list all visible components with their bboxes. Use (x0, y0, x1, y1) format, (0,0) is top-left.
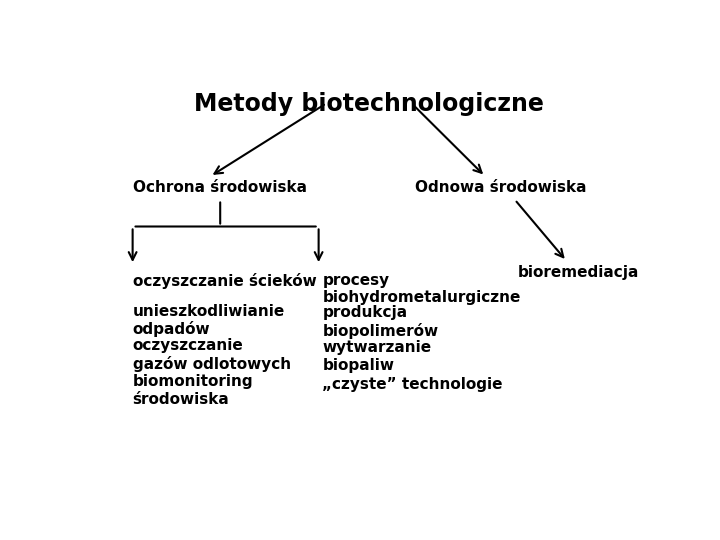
Text: unieszkodliwianie
odpadów: unieszkodliwianie odpadów (132, 303, 285, 337)
Text: bioremediacja: bioremediacja (518, 265, 639, 280)
Text: Ochrona środowiska: Ochrona środowiska (133, 180, 307, 195)
Text: oczyszczanie
gazów odlotowych: oczyszczanie gazów odlotowych (132, 338, 291, 372)
Text: Odnowa środowiska: Odnowa środowiska (415, 180, 587, 195)
Text: wytwarzanie
biopaliw: wytwarzanie biopaliw (323, 340, 431, 373)
Text: oczyszczanie ścieków: oczyszczanie ścieków (132, 273, 316, 289)
Text: procesy
biohydrometalurgiczne: procesy biohydrometalurgiczne (323, 273, 521, 305)
Text: produkcja
biopolimerów: produkcja biopolimerów (323, 305, 438, 339)
Text: biomonitoring
środowiska: biomonitoring środowiska (132, 374, 253, 407)
Text: „czyste” technologie: „czyste” technologie (323, 377, 503, 392)
Text: Metody biotechnologiczne: Metody biotechnologiczne (194, 92, 544, 116)
